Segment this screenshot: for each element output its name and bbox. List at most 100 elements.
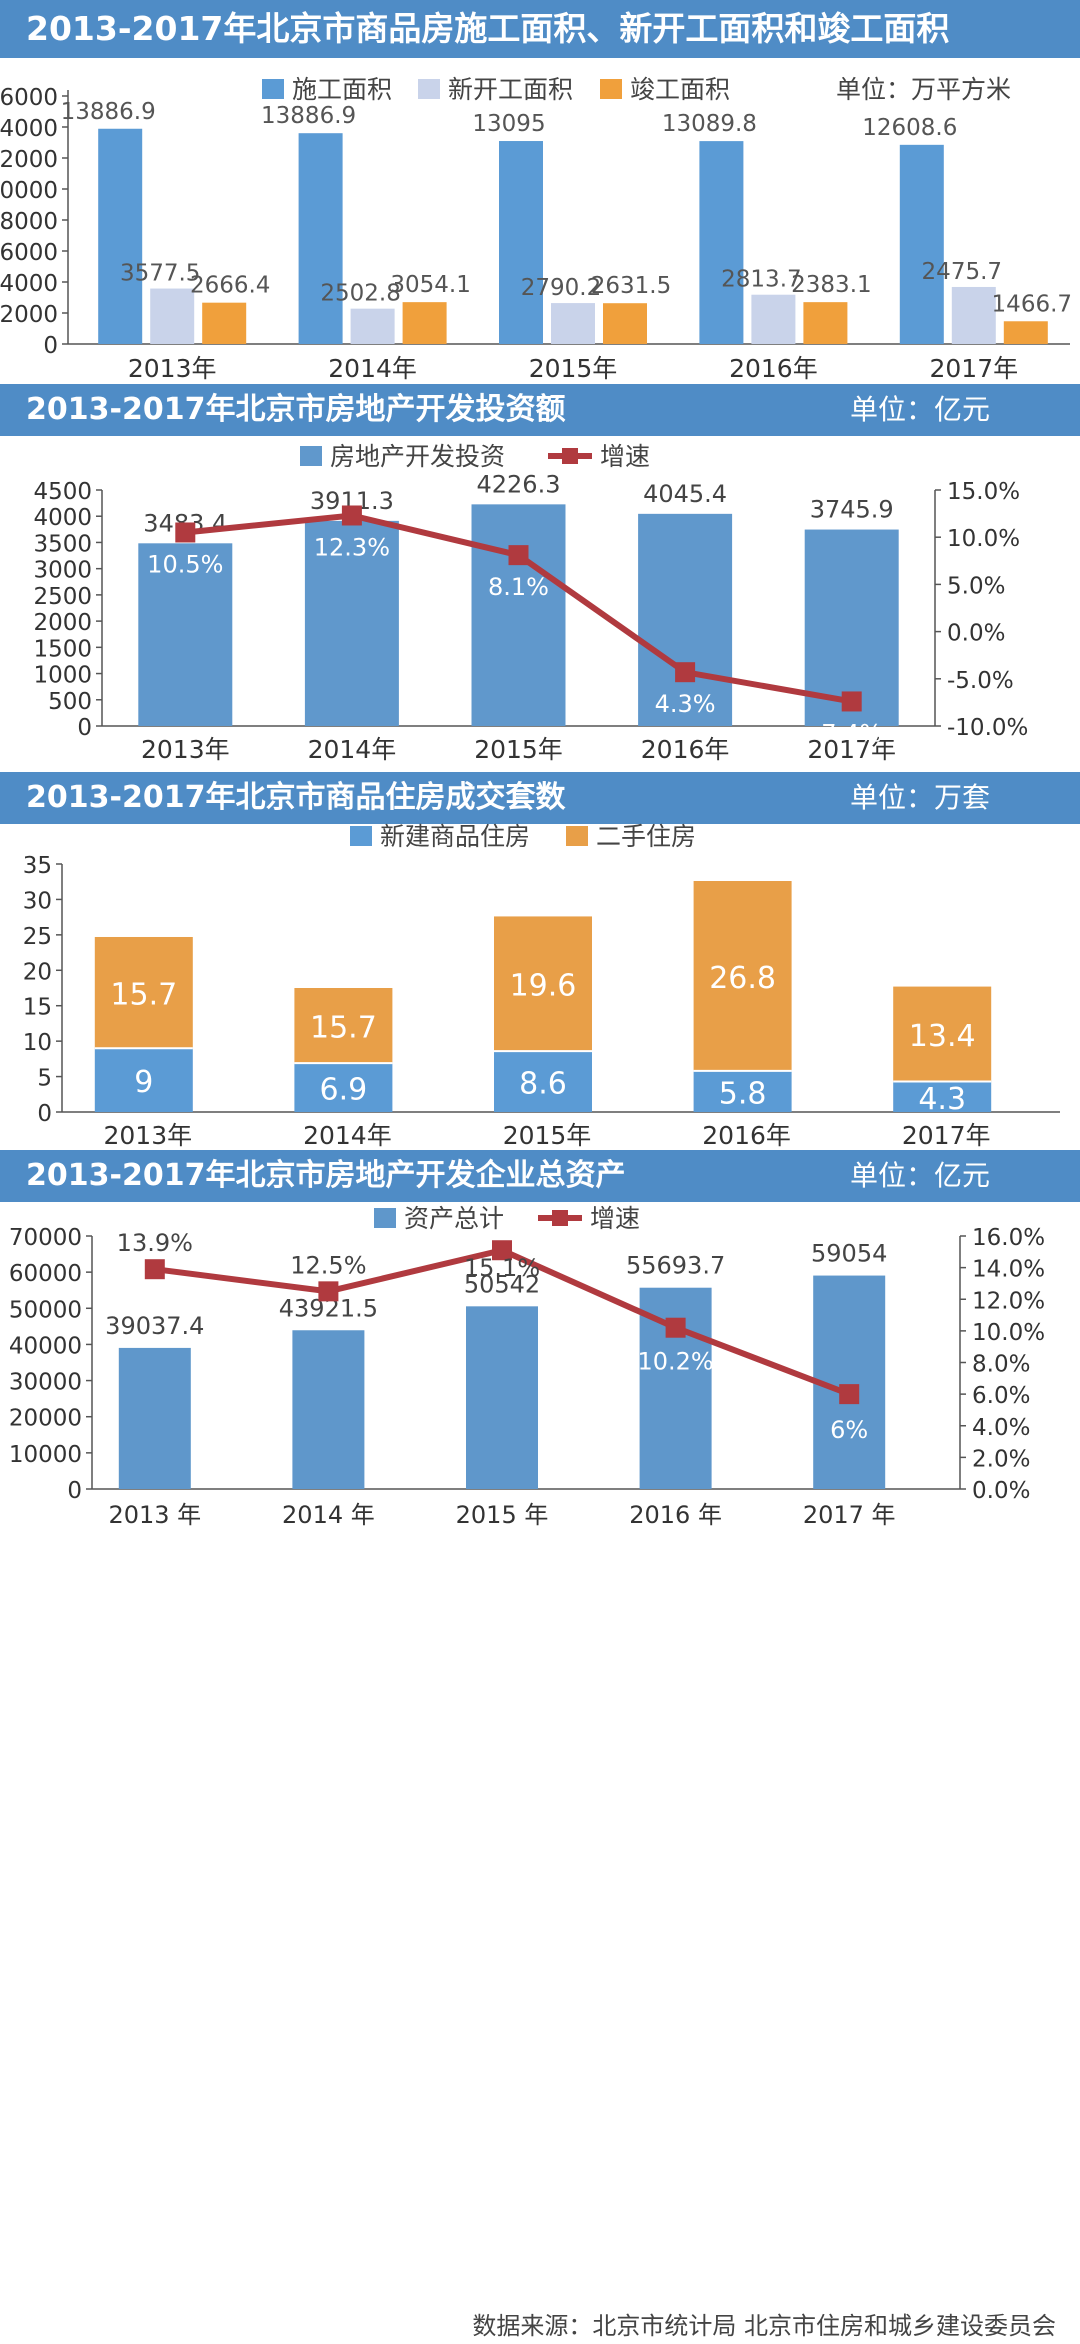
chart1-unit: 单位：万平方米	[836, 75, 1011, 104]
chart1-plot: 0 2000 4000 6000 8000 10000 12000 14000 16000 施工面…	[0, 75, 1072, 383]
chart1-label-2-4: 1466.7	[992, 291, 1072, 317]
chart1-label-1-0: 3577.5	[120, 261, 200, 287]
chart2-y2tick-5: 15.0%	[947, 479, 1020, 505]
chart1-label-1-2: 2790.2	[521, 275, 601, 301]
chart4-growth-label-3: 10.2%	[637, 1348, 713, 1376]
chart1-xtick-2: 2015年	[529, 354, 618, 383]
chart4-legend-marker-1	[552, 1210, 568, 1226]
chart3-bar-resale-2	[494, 916, 592, 1052]
chart4-legend-label-1: 增速	[590, 1204, 640, 1233]
chart1-label-0-0: 13886.9	[61, 99, 156, 125]
chart2-growth-label-4: 7.4%	[821, 719, 882, 747]
chart3-legend-label-0: 新建商品住房	[380, 822, 530, 851]
chart4-bar-2	[466, 1306, 538, 1489]
chart2-y2tick-4: 10.0%	[947, 526, 1020, 552]
chart4-growth-label-0: 13.9%	[117, 1229, 193, 1257]
chart1-header: 2013-2017年北京市商品房施工面积、新开工面积和竣工面积	[0, 0, 1080, 58]
chart4-xtick-0: 2013 年	[108, 1501, 201, 1529]
chart-housing-transactions: 2013-2017年北京市商品住房成交套数 单位：万套 0 5 10 15 20 25 30…	[0, 772, 1080, 1152]
chart1-xtick-0: 2013年	[128, 354, 217, 383]
chart4-y2tick-1: 2.0%	[972, 1446, 1030, 1472]
chart1-legend-swatch-1	[418, 79, 440, 99]
chart2-bar-label-4: 3745.9	[810, 496, 894, 524]
chart1-bar-1-1	[350, 308, 395, 344]
chart4-y2tick-4: 8.0%	[972, 1352, 1030, 1378]
chart3-label-new-3: 5.8	[719, 1076, 767, 1111]
chart4-xtick-2: 2015 年	[456, 1501, 549, 1529]
chart2-ytick-6: 3000	[33, 558, 92, 584]
chart2-legend-swatch-0	[300, 446, 322, 466]
chart3-xtick-2: 2015年	[503, 1121, 592, 1150]
chart4-xtick-1: 2014 年	[282, 1501, 375, 1529]
chart2-legend-label-1: 增速	[600, 442, 650, 471]
chart2-ytick-5: 2500	[33, 584, 92, 610]
chart3-ytick-5: 25	[23, 924, 52, 950]
chart4-growth-label-2: 15.1%	[464, 1254, 540, 1282]
chart2-xtick-2: 2015年	[474, 735, 563, 764]
chart2-growth-label-2: 8.1%	[488, 573, 549, 601]
chart1-legend-swatch-2	[600, 79, 622, 99]
chart2-growth-label-3: 4.3%	[655, 690, 716, 718]
chart2-y2tick-3: 5.0%	[947, 573, 1005, 599]
chart1-xtick-4: 2017年	[929, 354, 1018, 383]
chart2-ytick-3: 1500	[33, 636, 92, 662]
chart4-plot: 0 10000 20000 30000 40000 50000 60000 70000 0.0%…	[9, 1204, 1045, 1529]
chart1-ytick-3: 6000	[0, 240, 58, 266]
chart-investment: 2013-2017年北京市房地产开发投资额 单位：亿元 0 500 1000 1500…	[0, 384, 1080, 774]
chart3-label-new-2: 8.6	[519, 1067, 567, 1102]
chart1-ytick-8: 16000	[0, 85, 58, 111]
chart1-legend-swatch-0	[262, 79, 284, 99]
chart4-growth-point-3	[665, 1317, 686, 1338]
chart1-label-0-2: 13095	[472, 111, 545, 137]
chart1-bar-0-2	[499, 141, 543, 344]
chart4-growth-point-0	[144, 1259, 165, 1280]
chart1-label-0-3: 13089.8	[662, 111, 757, 137]
chart4-growth-point-4	[839, 1384, 860, 1405]
chart2-xtick-1: 2014年	[308, 735, 397, 764]
chart1-bar-1-3	[751, 294, 796, 344]
chart1-bar-2-3	[803, 302, 848, 344]
chart1-xtick-1: 2014年	[328, 354, 417, 383]
chart3-bar-resale-4	[893, 986, 992, 1082]
chart4-xtick-4: 2017 年	[803, 1501, 896, 1529]
chart2-bar-label-2: 4226.3	[477, 470, 561, 498]
chart1-bar-1-4	[951, 286, 996, 344]
chart4-growth-point-1	[318, 1281, 339, 1302]
chart3-plot: 0 5 10 15 20 25 30 35 新建商品住房 二手住房 9 15.7 2013年 6.9 15.…	[23, 822, 1060, 1150]
chart2-xtick-0: 2013年	[141, 735, 230, 764]
chart3-ytick-4: 20	[23, 959, 52, 985]
chart3-ytick-3: 15	[23, 995, 52, 1021]
chart2-unit: 单位：亿元	[849, 393, 990, 426]
chart3-bar-new-1	[294, 1063, 393, 1112]
chart1-ytick-5: 10000	[0, 178, 58, 204]
chart2-title: 2013-2017年北京市房地产开发投资额	[26, 392, 566, 427]
chart1-xtick-3: 2016年	[729, 354, 818, 383]
chart3-label-new-4: 4.3	[918, 1082, 966, 1117]
chart2-ytick-9: 4500	[33, 479, 92, 505]
chart2-ytick-7: 3500	[33, 531, 92, 557]
chart2-bar-label-3: 4045.4	[643, 480, 727, 508]
chart-construction-area: 2013-2017年北京市商品房施工面积、新开工面积和竣工面积 0 2000 400…	[0, 0, 1080, 383]
chart3-title: 2013-2017年北京市商品住房成交套数	[26, 780, 566, 815]
chart4-ytick-2: 20000	[9, 1406, 82, 1432]
chart3-bar-resale-0	[94, 936, 193, 1049]
chart3-ytick-1: 5	[37, 1066, 52, 1092]
chart1-label-1-4: 2475.7	[922, 259, 1002, 285]
chart2-growth-point-1	[341, 505, 362, 526]
chart2-ytick-4: 2000	[33, 610, 92, 636]
chart1-label-2-3: 2383.1	[791, 272, 871, 298]
chart1-label-1-1: 2502.8	[320, 281, 400, 307]
chart4-header: 2013-2017年北京市房地产开发企业总资产 单位：亿元	[0, 1150, 1080, 1202]
chart4-xtick-3: 2016 年	[629, 1501, 722, 1529]
chart3-bar-new-3	[693, 1070, 792, 1112]
chart4-title: 2013-2017年北京市房地产开发企业总资产	[26, 1158, 626, 1193]
chart3-xtick-3: 2016年	[702, 1121, 791, 1150]
chart1-legend-label-2: 竣工面积	[630, 75, 730, 104]
chart1-label-2-2: 2631.5	[591, 273, 671, 299]
chart1-ytick-6: 12000	[0, 147, 58, 173]
chart3-ytick-2: 10	[23, 1030, 52, 1056]
chart4-y2tick-8: 16.0%	[972, 1225, 1045, 1251]
chart4-bar-label-0: 39037.4	[105, 1312, 204, 1340]
chart2-bar-1	[304, 520, 399, 726]
